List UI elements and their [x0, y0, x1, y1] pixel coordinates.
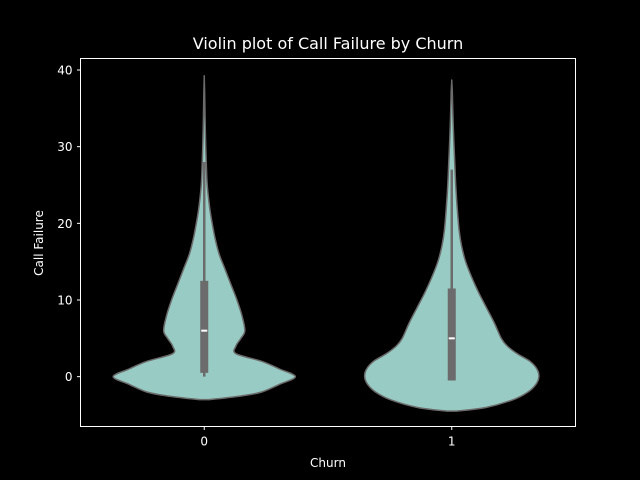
y-tick-label: 0 — [65, 370, 73, 384]
x-tick-label: 0 — [200, 435, 208, 449]
y-tick-label: 10 — [57, 294, 72, 308]
plot-frame — [80, 58, 576, 427]
y-axis-label: Call Failure — [32, 210, 46, 276]
violin-box-0 — [200, 280, 209, 373]
x-axis-label: Churn — [310, 456, 346, 470]
y-tick-label: 20 — [57, 217, 72, 231]
chart-title: Violin plot of Call Failure by Churn — [193, 34, 463, 53]
violin-box-1 — [447, 288, 456, 381]
y-tick-label: 40 — [57, 64, 72, 78]
y-tick-label: 30 — [57, 140, 72, 154]
x-tick-label: 1 — [448, 435, 456, 449]
